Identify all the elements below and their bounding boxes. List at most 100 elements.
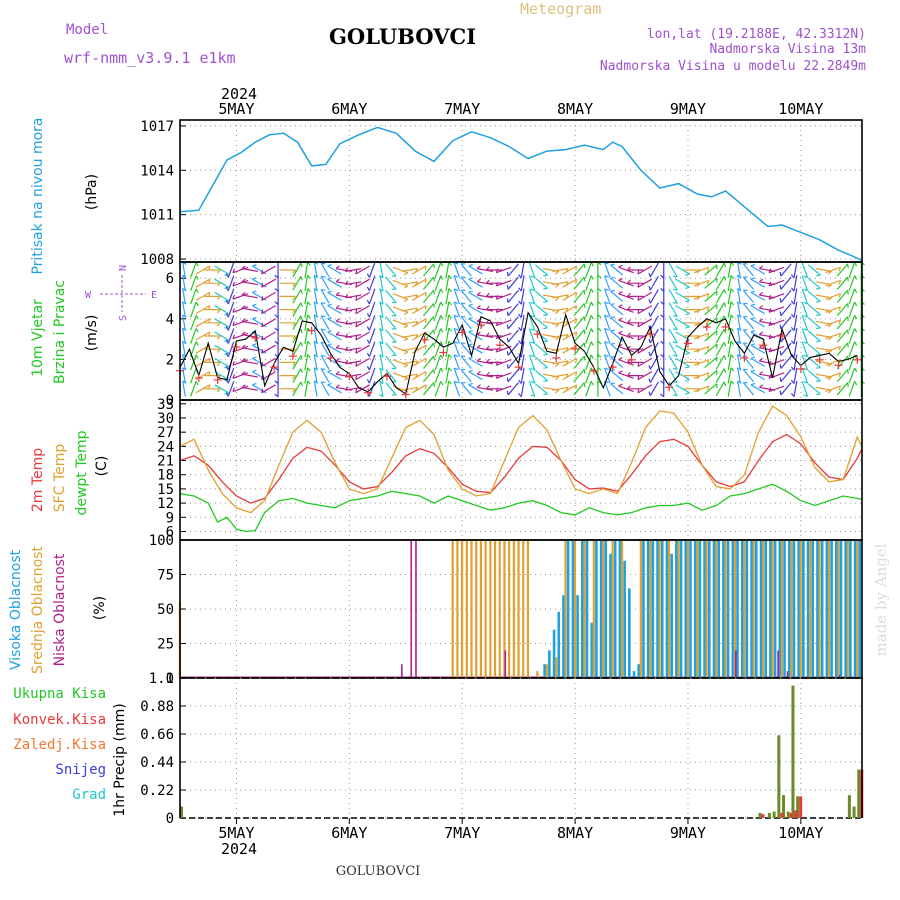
wind-vector xyxy=(507,329,519,343)
wind-vector-head xyxy=(706,333,710,338)
wind-vector-head xyxy=(590,262,594,267)
wind-vector-head xyxy=(583,382,586,387)
wind-vector xyxy=(401,386,418,391)
wind-vector-head xyxy=(555,376,560,381)
wind-vector xyxy=(468,371,483,381)
mid-cloud-bar xyxy=(470,540,473,678)
wind-vector xyxy=(573,303,585,317)
wind-vector xyxy=(232,306,249,313)
wind-vector-head xyxy=(216,335,221,340)
wind-vector-head xyxy=(476,265,481,270)
wind-vector-head xyxy=(790,287,795,292)
wind-vector xyxy=(825,345,841,353)
wind-vector xyxy=(195,278,211,288)
mid-cloud-bar xyxy=(846,540,849,678)
wind-vector-head xyxy=(790,353,795,358)
wind-vector xyxy=(618,359,634,366)
cloud-title-mid: Srednja Oblacnost xyxy=(30,546,46,674)
wind-vector xyxy=(379,367,384,384)
wind-vector-head xyxy=(453,275,459,278)
total-rain-bar xyxy=(791,685,795,818)
wind-vector xyxy=(704,343,718,355)
wind-vector-head xyxy=(485,292,490,297)
wind-vector xyxy=(528,381,536,397)
wind-vector xyxy=(675,278,690,288)
wind-vector-head xyxy=(737,327,742,331)
wind-vector xyxy=(675,305,690,315)
wind-vector xyxy=(392,293,409,300)
temp-unit: (C) xyxy=(94,456,110,477)
wind-vector-head xyxy=(627,266,631,271)
wind-vector-head xyxy=(706,385,710,391)
wind-vector xyxy=(585,328,592,344)
wind-vector-head xyxy=(495,374,499,379)
wind-vector xyxy=(453,262,461,278)
wind-vector-head xyxy=(313,367,319,371)
bottom-day-label: 7MAY xyxy=(444,824,480,842)
wind-vector xyxy=(604,367,611,384)
wind-vector xyxy=(507,289,519,303)
wind-vector-head xyxy=(555,284,560,288)
wind-vector xyxy=(668,368,678,383)
wind-vector xyxy=(801,262,809,278)
precip-unit: 1hr Precip (mm) xyxy=(112,703,128,816)
wind-vector-head xyxy=(433,276,435,282)
wind-vector-head xyxy=(440,328,444,333)
wind-vector-head xyxy=(637,269,640,275)
wind-vector-head xyxy=(838,280,842,285)
high-cloud-bar xyxy=(665,540,669,678)
high-cloud-bar xyxy=(646,540,650,678)
wind-vector xyxy=(496,372,512,379)
wind-vector xyxy=(434,381,442,397)
wind-vector-head xyxy=(448,354,452,359)
wind-vector-head xyxy=(274,393,279,398)
conv-rain-bar xyxy=(794,810,798,818)
wind-vector-head xyxy=(597,314,602,319)
wind-vector xyxy=(355,278,370,288)
wind-vector xyxy=(422,369,435,383)
wind-vector-head xyxy=(241,371,246,375)
wind-vector-head xyxy=(355,362,358,367)
wind-vector xyxy=(704,330,718,342)
wind-vector-head xyxy=(320,354,326,357)
wind-vector-head xyxy=(195,288,199,293)
wind-vector-head xyxy=(816,287,821,290)
wind-vector-head xyxy=(723,262,727,268)
wind-vector-head xyxy=(292,296,296,300)
wind-vector xyxy=(825,306,841,313)
wind-vector xyxy=(552,386,569,391)
mid-cloud-bar xyxy=(696,540,699,678)
wind-vector xyxy=(715,328,725,344)
bottom-day-label: 10MAY xyxy=(778,824,823,842)
wind-vector-head xyxy=(816,327,821,330)
wind-vector xyxy=(182,275,186,292)
wind-vector-head xyxy=(768,268,772,273)
wind-vector-head xyxy=(241,278,246,283)
wind-vector xyxy=(453,288,461,305)
wind-vector-head xyxy=(300,276,303,281)
wind-vector xyxy=(675,371,690,381)
wind-vector xyxy=(379,275,384,292)
wind-vector-head xyxy=(313,354,319,358)
high-cloud-bar xyxy=(689,540,692,678)
wind-vector xyxy=(793,328,798,344)
wind-vector-head xyxy=(530,301,536,305)
wind-vector-head xyxy=(335,291,340,296)
wind-vector xyxy=(411,344,427,354)
y-tick-label: 50 xyxy=(157,602,174,618)
wind-vector-head xyxy=(300,355,303,360)
wind-vector-head xyxy=(327,290,332,293)
low-cloud-bar xyxy=(735,650,737,678)
mid-cloud-bar xyxy=(564,540,567,678)
wind-vector-head xyxy=(313,340,319,345)
wind-vector-head xyxy=(847,329,849,335)
wind-vector xyxy=(453,315,461,331)
cloud-title-high: Visoka Oblacnost xyxy=(8,549,24,670)
wind-vector-head xyxy=(313,380,319,384)
wind-vector xyxy=(379,288,384,305)
wind-vector xyxy=(793,262,798,278)
wind-vector-head xyxy=(313,301,319,305)
wind-vector-head xyxy=(433,316,435,321)
high-cloud-bar xyxy=(839,540,843,678)
wind-vector xyxy=(313,288,318,305)
